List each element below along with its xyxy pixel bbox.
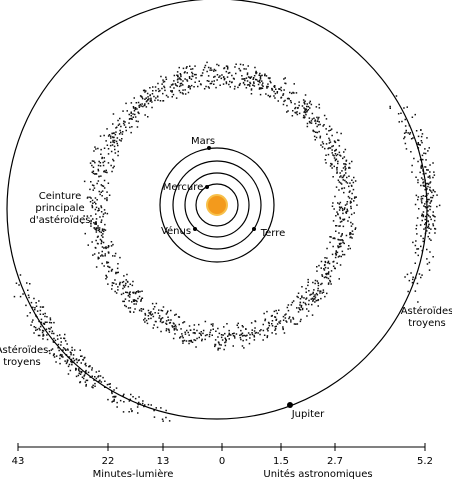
scale-tick-label: 1.5 [273,456,289,467]
scale-tick-label: 43 [12,456,25,467]
mercury-orbit [195,183,239,227]
body-label: Vénus [161,225,191,237]
belt-label: principale [35,203,84,214]
scale-unit: Unités astronomiques [263,468,372,480]
body-label: Mercure [163,182,204,193]
jupiter-orbit [6,0,428,420]
trojan-label: Astéroïdes [401,305,452,317]
trojan-label: troyens [3,357,41,368]
mars [207,146,211,150]
trojan-label: troyens [408,318,446,329]
body-label: Jupiter [291,409,325,420]
venus [193,227,197,231]
earth [252,227,256,231]
scale-tick-label: 22 [102,456,115,467]
jupiter [287,402,293,408]
scale-tick-label: 5.2 [417,456,433,467]
mars-orbit [159,147,275,263]
scale-bar: 43 22 13 0 1.5 2.7 5.2 [12,443,433,467]
scale-tick-label: 2.7 [327,456,343,467]
venus-orbit [184,172,250,238]
belt-label: d'astéroïdes [29,214,90,226]
earth-orbit [172,160,262,250]
scale-tick-label: 0 [219,456,225,467]
scale-unit: Minutes-lumière [93,468,174,480]
scale-tick-label: 13 [157,456,170,467]
belt-label: Ceinture [39,191,82,202]
trojan-label: Astéroïdes [0,344,48,356]
sun [206,194,228,216]
body-label: Mars [191,136,215,147]
body-label: Terre [260,228,286,239]
mercury [205,185,209,189]
